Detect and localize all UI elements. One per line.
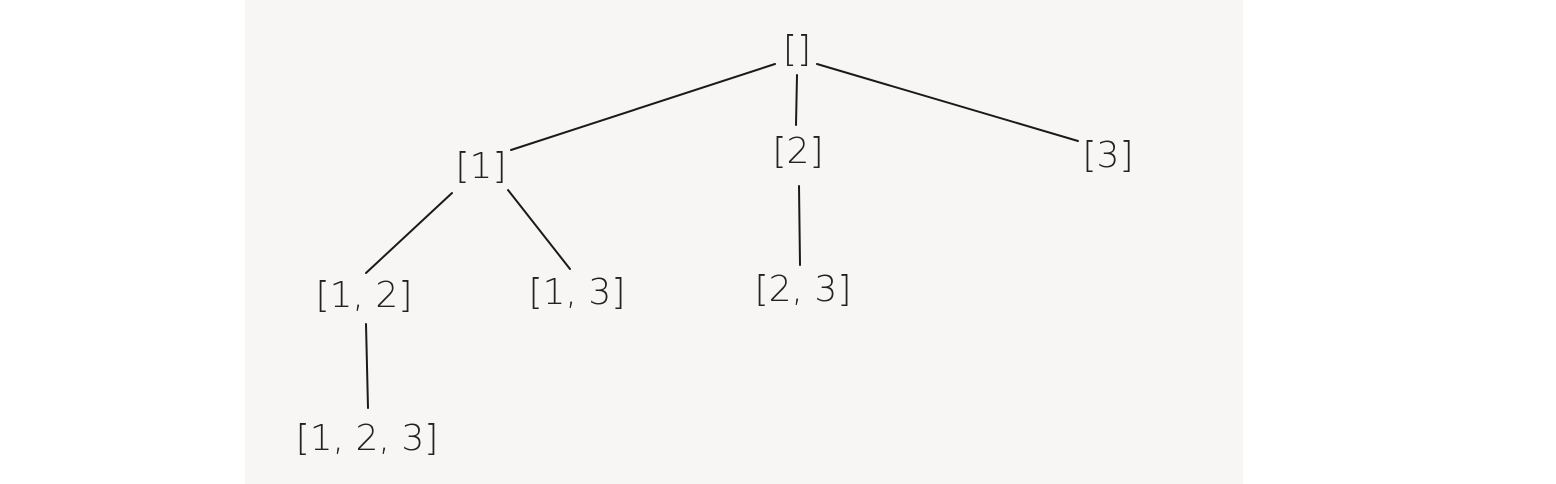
edges — [365, 63, 1079, 409]
edge-root-n1 — [510, 63, 776, 151]
edge-n1-n12 — [365, 192, 453, 274]
node-1-2: [1, 2] — [316, 275, 413, 316]
nodes: [] [1] [2] [3] [1, 2] [1, 3] [2, 3] [1, … — [296, 29, 1134, 459]
node-3: [3] — [1083, 135, 1134, 176]
node-root: [] — [783, 29, 811, 70]
node-1: [1] — [456, 146, 507, 187]
node-1-3: [1, 3] — [529, 272, 626, 313]
edge-root-n3 — [816, 63, 1079, 142]
edge-n1-n13 — [507, 189, 571, 270]
edge-root-n2 — [795, 74, 798, 126]
node-2-3: [2, 3] — [755, 269, 852, 310]
diagram-background — [245, 0, 1243, 484]
node-2: [2] — [773, 131, 824, 172]
edge-n2-n23 — [798, 185, 801, 266]
edge-n12-n123 — [365, 323, 369, 409]
node-1-2-3: [1, 2, 3] — [296, 418, 439, 459]
